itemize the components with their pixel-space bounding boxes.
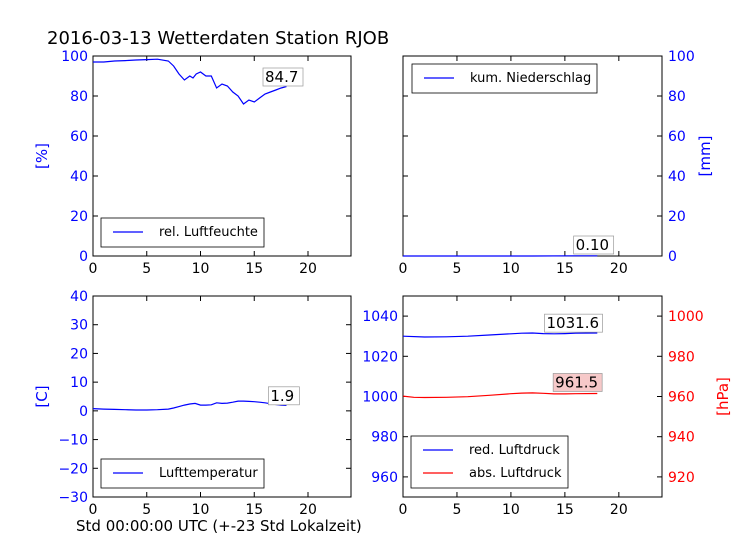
y-tick-label: 20 [70, 209, 88, 225]
y-tick-label: 20 [668, 209, 686, 225]
x-tick-label: 15 [245, 502, 263, 518]
y-tick-label: 100 [668, 49, 695, 65]
annotation-label: 1031.6 [547, 314, 600, 332]
y-tick-label: 1000 [362, 390, 398, 406]
x-tick-label: 10 [502, 502, 520, 518]
x-tick-label: 10 [502, 261, 520, 277]
y-tick-label: −10 [58, 433, 88, 449]
y-tick-label: 0 [79, 404, 88, 420]
x-axis-caption: Std 00:00:00 UTC (+-23 Std Lokalzeit) [76, 517, 362, 535]
x-tick-label: 5 [452, 502, 461, 518]
y-tick-label: 60 [70, 129, 88, 145]
x-tick-label: 5 [452, 261, 461, 277]
legend-label: kum. Niederschlag [470, 71, 591, 86]
annotation-box [262, 67, 304, 87]
y-axis-label: [mm] [696, 136, 714, 177]
figure-title: 2016-03-13 Wetterdaten Station RJOB [47, 28, 389, 49]
y-right-tick-label: 980 [668, 349, 695, 365]
y-right-tick-label: 960 [668, 390, 695, 406]
annotation-box [552, 373, 603, 392]
x-tick-label: 0 [89, 261, 98, 277]
x-tick-label: 15 [556, 261, 574, 277]
y-tick-label: 80 [668, 89, 686, 105]
annotation-box [268, 386, 300, 406]
y-tick-label: 10 [70, 375, 88, 391]
x-tick-label: 10 [192, 502, 210, 518]
x-tick-label: 5 [142, 502, 151, 518]
y-tick-label: 0 [668, 249, 677, 265]
annotation-label: 961.5 [555, 373, 598, 391]
legend-label: red. Luftdruck [469, 443, 560, 458]
legend-box [410, 435, 569, 489]
y-tick-label: 80 [70, 89, 88, 105]
annotation-box [573, 235, 615, 255]
x-tick-label: 15 [556, 502, 574, 518]
series-line [92, 400, 287, 411]
y-axis-label: [C] [33, 385, 51, 407]
y-right-tick-label: 920 [668, 470, 695, 486]
series-line [402, 332, 598, 338]
y-tick-label: 960 [371, 470, 398, 486]
annotation-label: 1.9 [270, 387, 294, 405]
y-right-tick-label: 1000 [668, 309, 704, 325]
annotation-box [544, 313, 603, 333]
y-tick-label: −30 [58, 490, 88, 506]
y-tick-label: 0 [79, 249, 88, 265]
y-tick-label: 60 [668, 129, 686, 145]
panel-4: 0 5 10 15 20 960 980 1000 1020 1040 920 940 960 980 10… [362, 295, 732, 518]
y-tick-label: 20 [70, 346, 88, 362]
legend-label: abs. Luftdruck [469, 466, 562, 481]
legend-label: rel. Luftfeuchte [159, 225, 258, 240]
x-tick-label: 10 [192, 261, 210, 277]
y-tick-label: 100 [61, 49, 88, 65]
y-tick-label: 40 [70, 289, 88, 305]
annotation-label: 0.10 [576, 236, 609, 254]
y-tick-label: 980 [371, 430, 398, 446]
y-tick-label: −20 [58, 461, 88, 477]
x-tick-label: 20 [610, 261, 628, 277]
panel-2: 0 5 10 15 20 0 20 40 60 80 100 [mm] 0.10 kum. Nieders… [399, 49, 714, 277]
annotation-label: 84.7 [265, 68, 298, 86]
x-tick-label: 0 [399, 502, 408, 518]
y-tick-label: 1020 [362, 349, 398, 365]
x-tick-label: 20 [610, 502, 628, 518]
series-line [93, 58, 287, 105]
y-right-tick-label: 940 [668, 430, 695, 446]
y-tick-label: 40 [70, 169, 88, 185]
y-tick-label: 30 [70, 318, 88, 334]
legend-label: Lufttemperatur [159, 466, 258, 481]
x-tick-label: 0 [89, 502, 98, 518]
x-tick-label: 0 [399, 261, 408, 277]
panel-1: 0 5 10 15 20 0 20 40 60 80 100 [%] 84.7 rel. Luftfeuc… [33, 49, 352, 277]
y-tick-label: 1040 [362, 309, 398, 325]
y-tick-label: 40 [668, 169, 686, 185]
x-tick-label: 5 [142, 261, 151, 277]
y-axis-label: [%] [33, 143, 51, 169]
y-axis-label-right: [hPa] [714, 377, 732, 416]
x-tick-label: 20 [299, 502, 317, 518]
x-tick-label: 15 [245, 261, 263, 277]
x-tick-label: 20 [299, 261, 317, 277]
panel-3: 0 5 10 15 20 −30 −20 −10 0 10 20 30 40 [C] 1.9 Lufttemp… [33, 289, 352, 518]
series-line [402, 392, 598, 399]
